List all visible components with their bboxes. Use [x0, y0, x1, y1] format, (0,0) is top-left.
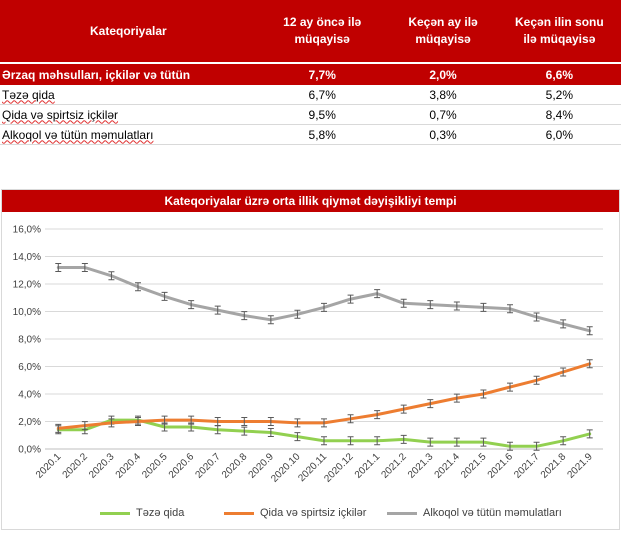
table-header-row: Kateqoriyalar 12 ay öncə ilə müqayisə Ke…	[0, 0, 621, 63]
row-yoy: 9,5%	[256, 104, 389, 125]
chart-title: Kateqoriyalar üzrə orta illik qiymət dəy…	[2, 190, 619, 212]
x-tick-label: 2021.7	[512, 451, 542, 481]
row-mom: 0,3%	[388, 124, 498, 145]
table-row: Təzə qida 6,7% 3,8% 5,2%	[0, 85, 621, 105]
row-yoy: 6,7%	[256, 85, 389, 105]
x-tick-label: 2020.10	[269, 451, 303, 485]
header-ytd: Keçən ilin sonu ilə müqayisə	[497, 0, 621, 63]
x-tick-label: 2021.9	[565, 451, 595, 481]
row-name: Təzə qida	[0, 85, 257, 105]
table-row: Qida və spirtsiz içkilər 9,5% 0,7% 8,4%	[0, 104, 621, 125]
legend-swatch	[387, 511, 417, 515]
chart-legend: Təzə qida Qida və spirtsiz içkilər Alkoq…	[2, 507, 619, 525]
x-tick-label: 2020.12	[322, 451, 356, 485]
row-name: Qida və spirtsiz içkilər	[0, 104, 257, 125]
summary-name: Ərzaq məhsulları, içkilər və tütün	[0, 62, 257, 85]
legend-item-alcohol-tobacco: Alkoqol və tütün məmulatları	[387, 507, 562, 519]
legend-label: Təzə qida	[136, 507, 185, 519]
x-tick-label: 2021.5	[459, 451, 489, 481]
row-mom: 0,7%	[388, 104, 498, 125]
x-tick-label: 2020.2	[61, 451, 91, 481]
summary-mom: 2,0%	[388, 62, 498, 85]
y-tick-label: 10,0%	[13, 307, 41, 318]
x-tick-label: 2021.2	[379, 451, 409, 481]
y-tick-label: 8,0%	[18, 335, 41, 346]
row-ytd: 8,4%	[497, 104, 621, 125]
x-tick-label: 2020.3	[87, 451, 117, 481]
x-tick-label: 2020.4	[114, 451, 144, 481]
header-mom: Keçən ay ilə müqayisə	[388, 0, 498, 63]
header-yoy: 12 ay öncə ilə müqayisə	[256, 0, 389, 63]
y-tick-label: 12,0%	[13, 280, 41, 291]
x-tick-label: 2021.4	[433, 451, 463, 481]
y-tick-label: 4,0%	[18, 390, 41, 401]
y-tick-label: 16,0%	[13, 225, 41, 236]
row-yoy: 5,8%	[256, 124, 389, 145]
summary-ytd: 6,6%	[497, 62, 621, 85]
y-tick-label: 0,0%	[18, 445, 41, 456]
series-line	[56, 266, 592, 333]
legend-item-food-soft-drinks: Qida və spirtsiz içkilər	[224, 507, 366, 519]
legend-label: Qida və spirtsiz içkilər	[260, 507, 367, 519]
table-row: Alkoqol və tütün məmulatları 5,8% 0,3% 6…	[0, 124, 621, 145]
y-tick-label: 2,0%	[18, 417, 41, 428]
header-categories: Kateqoriyalar	[0, 0, 257, 63]
legend-item-fresh-food: Təzə qida	[100, 507, 184, 519]
y-tick-label: 14,0%	[13, 252, 41, 263]
y-tick-label: 6,0%	[18, 362, 41, 373]
x-tick-label: 2021.3	[406, 451, 436, 481]
row-mom: 3,8%	[388, 85, 498, 105]
summary-yoy: 7,7%	[256, 62, 389, 85]
x-tick-label: 2021.1	[353, 451, 383, 481]
x-tick-label: 2021.6	[486, 451, 516, 481]
x-tick-label: 2020.5	[140, 451, 170, 481]
row-ytd: 5,2%	[497, 85, 621, 105]
legend-swatch	[224, 511, 254, 515]
inflation-table: Kateqoriyalar 12 ay öncə ilə müqayisə Ke…	[0, 0, 621, 145]
legend-label: Alkoqol və tütün məmulatları	[423, 507, 562, 519]
plot-area: 0,0% 2,0% 4,0% 6,0% 8,0% 10,0% 12,0% 14,0% 16,0%…	[13, 225, 603, 485]
row-ytd: 6,0%	[497, 124, 621, 145]
x-tick-label: 2020.6	[167, 451, 197, 481]
line-chart: Kateqoriyalar üzrə orta illik qiymət dəy…	[1, 189, 620, 530]
x-tick-label: 2020.7	[193, 451, 223, 481]
x-tick-label: 2021.8	[539, 451, 569, 481]
legend-swatch	[100, 511, 130, 515]
row-name: Alkoqol və tütün məmulatları	[0, 124, 257, 145]
x-tick-label: 2020.8	[220, 451, 250, 481]
table-summary-row: Ərzaq məhsulları, içkilər və tütün 7,7% …	[0, 62, 621, 85]
